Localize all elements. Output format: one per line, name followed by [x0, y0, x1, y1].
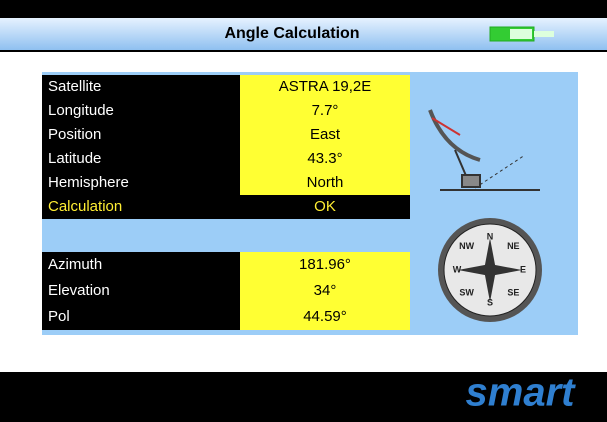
label-cell: [42, 195, 240, 219]
value-cell: [240, 252, 410, 278]
value-cell: [240, 99, 410, 123]
row-value: 44.59°: [303, 308, 347, 325]
label-cell: [42, 171, 240, 195]
label-cell: [42, 147, 240, 171]
compass-label: SW: [459, 288, 474, 298]
row-label: Pol: [48, 308, 70, 325]
dish-icon: [428, 109, 540, 191]
row-label: Elevation: [48, 282, 110, 299]
row-value: ASTRA 19,2E: [279, 78, 372, 95]
battery-icon: [489, 26, 554, 42]
label-cell: [42, 278, 240, 304]
value-cell: [240, 147, 410, 171]
row-label: Calculation: [48, 198, 122, 215]
row-label: Position: [48, 126, 101, 143]
label-cell: [42, 75, 240, 99]
value-cell: [240, 123, 410, 147]
label-cell: [42, 304, 240, 330]
row-value: OK: [314, 198, 336, 215]
value-cell: [240, 195, 410, 219]
logo: smart: [466, 371, 577, 415]
value-cell: [240, 278, 410, 304]
compass-label: SE: [507, 288, 519, 298]
row-label: Longitude: [48, 102, 114, 119]
row-label: Azimuth: [48, 256, 102, 273]
row-value: 34°: [314, 282, 337, 299]
row-label: Latitude: [48, 150, 101, 167]
row-label: Satellite: [48, 78, 101, 95]
title: Angle Calculation: [224, 25, 359, 42]
compass-label: E: [520, 264, 526, 274]
compass-label: N: [487, 231, 494, 241]
label-cell: [42, 252, 240, 278]
value-cell: [240, 75, 410, 99]
label-cell: [42, 123, 240, 147]
row-label: Hemisphere: [48, 174, 129, 191]
value-cell: [240, 304, 410, 330]
row-value: North: [307, 174, 344, 191]
compass-label: W: [453, 264, 462, 274]
row-value: 43.3°: [307, 150, 342, 167]
compass-label: NE: [507, 241, 520, 251]
compass-icon: [438, 218, 542, 322]
compass-label: S: [487, 297, 493, 307]
row-value: 7.7°: [312, 102, 339, 119]
compass-label: NW: [459, 241, 474, 251]
row-value: 181.96°: [299, 256, 351, 273]
row-value: East: [310, 126, 341, 143]
value-cell: [240, 171, 410, 195]
label-cell: [42, 99, 240, 123]
